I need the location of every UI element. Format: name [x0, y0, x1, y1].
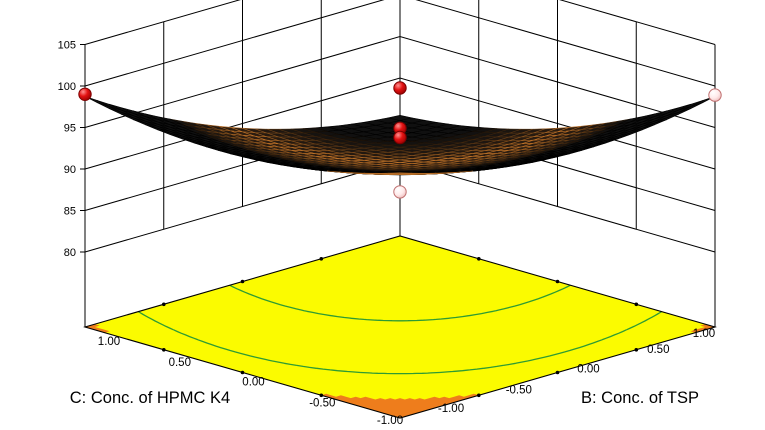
axis-tick-dot	[240, 370, 245, 375]
axis-tick-dot	[319, 393, 324, 398]
design-point-red	[393, 130, 407, 145]
surface-quad	[387, 172, 413, 174]
x-tick-label: -1.00	[377, 415, 403, 427]
z-tick-label: 105	[58, 40, 76, 52]
wall-gridline-z	[84, 0, 716, 87]
contour-high-region	[85, 324, 715, 418]
y-axis-title: B: Conc. of TSP	[581, 389, 699, 407]
z-tick-label: 90	[64, 164, 76, 176]
design-point-red	[78, 87, 92, 102]
z-tick-label: 80	[64, 247, 76, 259]
z-tick-label: 95	[64, 123, 76, 135]
axis-tick-dot	[319, 257, 324, 261]
y-tick-label: -0.50	[506, 384, 532, 396]
contour-line	[137, 311, 663, 375]
axis-tick-dot	[555, 279, 560, 284]
response-surface-mesh	[84, 96, 716, 176]
axis-tick-dot	[477, 257, 481, 261]
y-tick-label: -1.00	[438, 403, 464, 415]
axis-tick-dot	[477, 393, 481, 398]
x-tick-label: 0.00	[242, 377, 264, 389]
design-point-pink	[393, 185, 407, 199]
x-axis-title: C: Conc. of HPMC K4	[69, 389, 231, 407]
axis-tick-dot	[634, 348, 639, 352]
axis-tick-dot	[162, 348, 166, 352]
y-tick-label: 0.00	[577, 364, 599, 376]
axis-tick-dot	[240, 279, 245, 284]
x-tick-label: 1.00	[98, 336, 120, 348]
axis-tick-dot	[555, 370, 560, 375]
contour-line	[229, 284, 571, 322]
design-point-red	[393, 81, 407, 95]
axis-tick-dot	[162, 302, 166, 307]
z-tick-label: 85	[64, 206, 76, 218]
wall-gridline-z	[84, 0, 716, 45]
y-tick-label: 0.50	[647, 344, 669, 356]
y-tick-label: 1.00	[693, 328, 715, 340]
design-point-pink	[708, 88, 722, 102]
axis-tick-dot	[634, 302, 639, 307]
x-tick-label: 0.50	[169, 357, 191, 369]
z-tick-label: 100	[58, 81, 76, 93]
x-tick-label: -0.50	[309, 397, 335, 409]
